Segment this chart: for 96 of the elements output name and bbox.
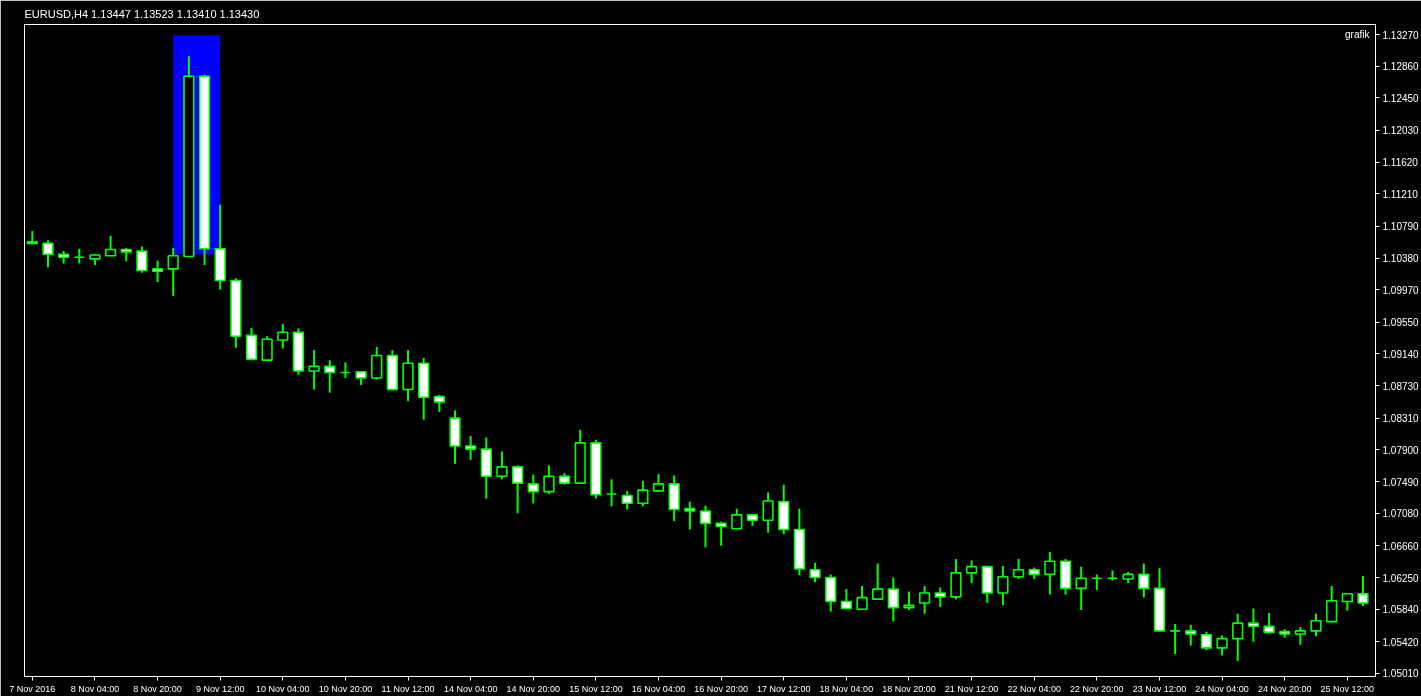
y-tick-label: 1.06660	[1382, 540, 1420, 552]
x-tick-label: 18 Nov 20:00	[882, 683, 936, 694]
candlestick	[371, 346, 383, 381]
candlestick	[511, 464, 524, 515]
y-tick-label: 1.10790	[1382, 221, 1420, 233]
candlestick	[73, 247, 85, 265]
candlestick	[965, 559, 978, 584]
y-tick-label: 1.12450	[1382, 92, 1420, 104]
y-tick-label: 1.12030	[1382, 125, 1420, 137]
y-tick-label: 1.09550	[1382, 317, 1420, 329]
candlestick	[277, 322, 289, 350]
candlestick	[496, 450, 508, 481]
x-tick-label: 11 Nov 12:00	[381, 683, 435, 694]
candlestick	[825, 573, 837, 613]
candlestick	[42, 239, 54, 269]
x-tick-label: 21 Nov 12:00	[944, 683, 999, 694]
candlestick	[950, 557, 962, 601]
candlestick	[809, 561, 821, 584]
candlestick	[465, 434, 477, 461]
candlestick	[762, 491, 774, 534]
y-tick-label: 1.08730	[1382, 380, 1420, 392]
candlestick	[1326, 585, 1338, 624]
candlestick	[1310, 612, 1322, 638]
candlestick	[1012, 557, 1025, 581]
x-tick-label: 10 Nov 04:00	[256, 683, 310, 694]
candlestick	[1169, 622, 1181, 656]
x-tick-label: 18 Nov 04:00	[819, 683, 874, 694]
chart-title: EURUSD,H4 1.13447 1.13523 1.13410 1.13430	[24, 7, 260, 20]
candlestick	[637, 479, 649, 508]
candlestick	[245, 326, 258, 362]
candlestick	[1247, 607, 1260, 643]
candlestick	[872, 562, 884, 601]
candlestick	[731, 507, 743, 531]
annotation: grafik	[1345, 28, 1371, 40]
x-tick-label: 24 Nov 20:00	[1257, 683, 1312, 694]
candlestick	[934, 586, 946, 608]
candlestick	[1200, 630, 1213, 652]
x-tick-label: 10 Nov 20:00	[318, 683, 373, 694]
y-tick-label: 1.07080	[1382, 508, 1420, 520]
candlestick	[918, 585, 931, 615]
candlestick	[1216, 634, 1228, 657]
y-tick-label: 1.10380	[1382, 253, 1420, 265]
x-tick-label: 25 Nov 12:00	[1320, 683, 1375, 694]
candlestick	[1091, 573, 1103, 591]
candlestick	[308, 349, 320, 391]
y-tick-label: 1.09140	[1382, 348, 1420, 360]
x-tick-label: 23 Nov 12:00	[1132, 683, 1187, 694]
y-tick-label: 1.08310	[1382, 413, 1420, 425]
y-tick-label: 1.12860	[1382, 61, 1420, 73]
x-tick-label: 8 Nov 04:00	[70, 683, 120, 694]
x-tick-label: 16 Nov 04:00	[631, 683, 686, 694]
candlestick	[339, 361, 352, 379]
candlestick	[621, 489, 633, 511]
candlestick	[1075, 565, 1087, 611]
candlestick	[699, 504, 712, 549]
x-tick-label: 17 Nov 12:00	[756, 683, 811, 694]
y-tick-label: 1.05840	[1382, 604, 1420, 616]
y-tick-label: 1.09970	[1382, 284, 1420, 296]
candlestick	[151, 259, 164, 284]
candlestick	[715, 520, 727, 547]
y-tick-label: 1.11620	[1382, 157, 1419, 169]
x-tick-label: 7 Nov 2016	[9, 683, 56, 694]
candlestick	[1185, 623, 1197, 647]
y-tick-label: 1.05010	[1382, 668, 1420, 680]
x-tick-label: 9 Nov 12:00	[195, 683, 245, 694]
candlestick	[605, 478, 618, 508]
candlestick	[261, 335, 273, 362]
candlestick	[543, 464, 555, 495]
candlestick	[1044, 550, 1056, 596]
candlestick	[136, 245, 148, 274]
x-tick-label: 16 Nov 20:00	[694, 683, 748, 694]
candlestick	[1138, 562, 1150, 599]
candlestick	[1232, 612, 1244, 663]
candlestick	[104, 234, 117, 257]
y-tick-label: 1.07490	[1382, 476, 1420, 488]
candlestick	[527, 473, 539, 505]
candlestick	[324, 359, 336, 394]
x-tick-label: 15 Nov 12:00	[569, 683, 623, 694]
candlestick	[840, 588, 853, 610]
candlestick	[887, 576, 899, 623]
x-tick-label: 22 Nov 04:00	[1007, 683, 1062, 694]
y-tick-label: 1.13270	[1382, 29, 1420, 41]
candlestick	[167, 247, 179, 297]
x-tick-label: 22 Nov 20:00	[1070, 683, 1124, 694]
x-tick-label: 8 Nov 20:00	[133, 683, 182, 694]
x-tick-label: 14 Nov 04:00	[443, 683, 498, 694]
candlestick	[684, 500, 696, 531]
y-tick-label: 1.06250	[1382, 572, 1420, 584]
x-tick-label: 14 Nov 20:00	[506, 683, 561, 694]
candlestick	[856, 585, 868, 611]
y-tick-label: 1.07900	[1382, 444, 1420, 456]
y-tick-label: 1.05420	[1382, 636, 1420, 648]
candlestick	[1357, 574, 1369, 608]
x-tick-label: 24 Nov 04:00	[1195, 683, 1249, 694]
candlestick	[997, 564, 1009, 607]
y-tick-label: 1.11210	[1382, 188, 1419, 200]
